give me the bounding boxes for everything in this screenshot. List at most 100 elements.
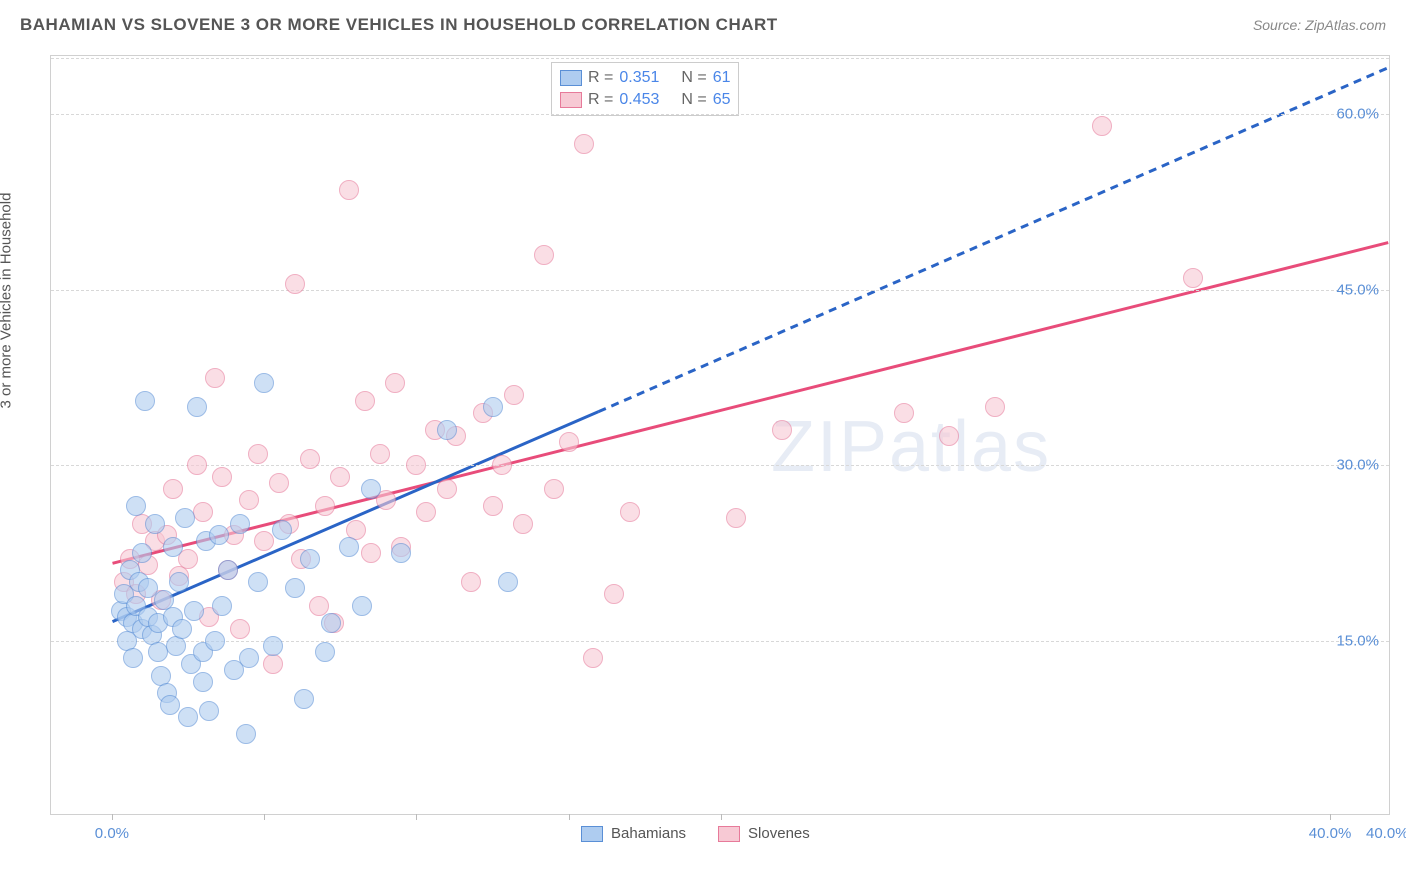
point-slovenes <box>406 455 426 475</box>
legend-row: R = 0.351 N = 61 <box>560 67 730 89</box>
point-slovenes <box>461 572 481 592</box>
r-value: 0.351 <box>619 69 669 87</box>
point-slovenes <box>300 449 320 469</box>
n-label: N = <box>681 69 706 87</box>
point-slovenes <box>309 596 329 616</box>
point-slovenes <box>355 391 375 411</box>
point-bahamians <box>300 549 320 569</box>
gridline-h <box>51 58 1389 59</box>
point-bahamians <box>145 514 165 534</box>
point-bahamians <box>239 648 259 668</box>
y-tick-label: 45.0% <box>1336 281 1379 298</box>
point-slovenes <box>894 403 914 423</box>
point-slovenes <box>574 134 594 154</box>
y-tick-label: 60.0% <box>1336 106 1379 123</box>
point-bahamians <box>160 695 180 715</box>
x-tick <box>721 814 722 820</box>
legend-label: Bahamians <box>611 825 686 842</box>
point-slovenes <box>1092 116 1112 136</box>
point-slovenes <box>483 496 503 516</box>
point-slovenes <box>772 420 792 440</box>
point-slovenes <box>339 180 359 200</box>
point-bahamians <box>352 596 372 616</box>
point-slovenes <box>163 479 183 499</box>
gridline-h <box>51 641 1389 642</box>
point-bahamians <box>199 701 219 721</box>
point-slovenes <box>285 274 305 294</box>
point-bahamians <box>193 672 213 692</box>
gridline-h <box>51 290 1389 291</box>
point-bahamians <box>209 525 229 545</box>
point-slovenes <box>513 514 533 534</box>
point-bahamians <box>391 543 411 563</box>
point-bahamians <box>483 397 503 417</box>
point-bahamians <box>178 707 198 727</box>
point-bahamians <box>315 642 335 662</box>
point-bahamians <box>169 572 189 592</box>
legend-swatch <box>718 826 740 842</box>
point-bahamians <box>294 689 314 709</box>
point-bahamians <box>184 601 204 621</box>
point-bahamians <box>285 578 305 598</box>
point-slovenes <box>544 479 564 499</box>
point-slovenes <box>230 619 250 639</box>
point-bahamians <box>166 636 186 656</box>
legend-row: R = 0.453 N = 65 <box>560 89 730 111</box>
point-slovenes <box>534 245 554 265</box>
point-slovenes <box>212 467 232 487</box>
point-bahamians <box>187 397 207 417</box>
y-axis-label: 3 or more Vehicles in Household <box>0 193 15 409</box>
point-bahamians <box>212 596 232 616</box>
n-value: 61 <box>713 69 731 87</box>
legend-swatch <box>560 70 582 86</box>
point-slovenes <box>263 654 283 674</box>
point-slovenes <box>254 531 274 551</box>
point-bahamians <box>126 496 146 516</box>
point-bahamians <box>148 642 168 662</box>
point-slovenes <box>370 444 390 464</box>
chart-source: Source: ZipAtlas.com <box>1253 17 1386 33</box>
point-bahamians <box>263 636 283 656</box>
x-tick <box>416 814 417 820</box>
n-value: 65 <box>713 91 731 109</box>
gridline-h <box>51 114 1389 115</box>
correlation-legend: R = 0.351 N = 61 R = 0.453 N = 65 <box>551 62 739 116</box>
point-bahamians <box>321 613 341 633</box>
point-slovenes <box>205 368 225 388</box>
point-bahamians <box>163 537 183 557</box>
point-bahamians <box>135 391 155 411</box>
point-slovenes <box>1183 268 1203 288</box>
regression-lines <box>51 56 1389 814</box>
point-bahamians <box>132 543 152 563</box>
chart-title: BAHAMIAN VS SLOVENE 3 OR MORE VEHICLES I… <box>20 15 778 35</box>
point-slovenes <box>559 432 579 452</box>
chart-plot-area: ZIPatlas R = 0.351 N = 61 R = 0.453 N = … <box>50 55 1390 815</box>
point-bahamians <box>230 514 250 534</box>
r-label: R = <box>588 69 613 87</box>
point-slovenes <box>504 385 524 405</box>
point-slovenes <box>583 648 603 668</box>
point-bahamians <box>339 537 359 557</box>
point-slovenes <box>492 455 512 475</box>
legend-swatch <box>581 826 603 842</box>
point-slovenes <box>939 426 959 446</box>
point-bahamians <box>254 373 274 393</box>
y-tick-label: 15.0% <box>1336 632 1379 649</box>
point-slovenes <box>985 397 1005 417</box>
point-bahamians <box>437 420 457 440</box>
point-bahamians <box>218 560 238 580</box>
x-tick <box>1330 814 1331 820</box>
point-slovenes <box>361 543 381 563</box>
point-bahamians <box>123 648 143 668</box>
r-label: R = <box>588 91 613 109</box>
point-bahamians <box>172 619 192 639</box>
point-slovenes <box>385 373 405 393</box>
point-slovenes <box>604 584 624 604</box>
n-label: N = <box>681 91 706 109</box>
point-slovenes <box>315 496 335 516</box>
r-value: 0.453 <box>619 91 669 109</box>
point-slovenes <box>239 490 259 510</box>
gridline-h <box>51 465 1389 466</box>
point-bahamians <box>272 520 292 540</box>
point-bahamians <box>498 572 518 592</box>
